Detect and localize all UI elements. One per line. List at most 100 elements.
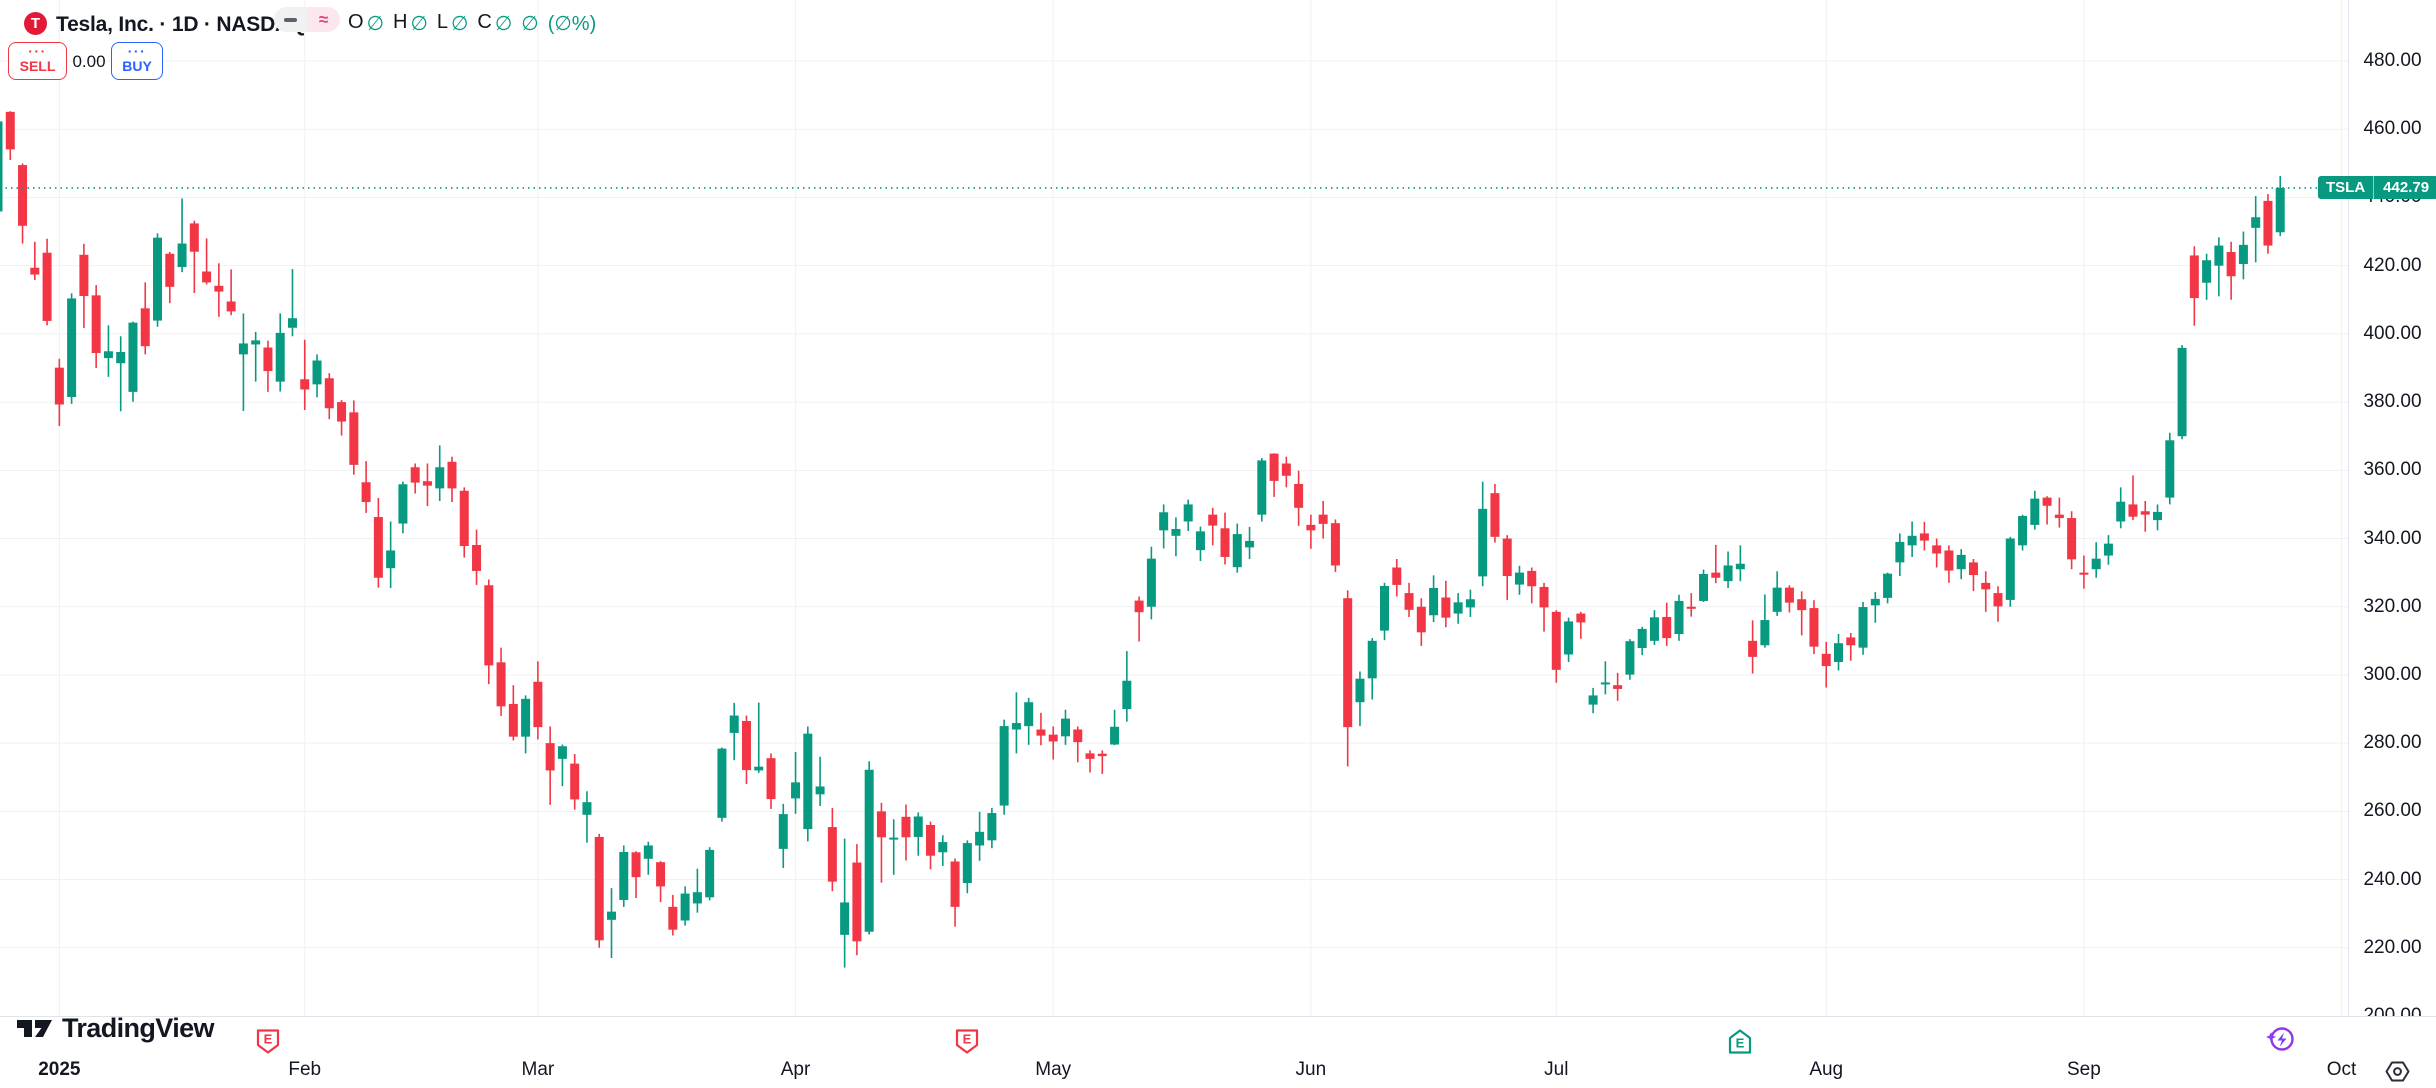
candlestick-chart[interactable] <box>0 0 2348 1016</box>
candle-body <box>619 851 629 901</box>
candle-body <box>1257 460 1267 515</box>
candle-body <box>1073 729 1083 743</box>
candle-body <box>1735 563 1745 570</box>
candle-body <box>1453 602 1463 614</box>
candle-body <box>1821 653 1831 667</box>
candle-body <box>1993 593 2003 607</box>
candle-body <box>1465 599 1475 608</box>
candle-body <box>2189 255 2199 299</box>
candle-body <box>1416 606 1426 633</box>
candle-body <box>1588 695 1598 705</box>
candle-body <box>177 243 187 268</box>
candle-body <box>827 827 837 882</box>
candle-body <box>754 766 764 771</box>
candle-body <box>1564 621 1574 655</box>
candle-body <box>778 814 788 849</box>
tradingview-logo-text: TradingView <box>62 1012 215 1043</box>
candle-body <box>42 252 52 321</box>
timezone-settings-icon[interactable] <box>2384 1060 2411 1083</box>
candle-body <box>1883 573 1893 598</box>
tradingview-mark-icon <box>17 1019 52 1037</box>
change-value: ∅ <box>521 13 539 35</box>
sell-button[interactable]: ··· SELL <box>8 42 67 80</box>
candle-body <box>1134 600 1144 613</box>
candle-body <box>803 733 813 830</box>
candle-body <box>2226 252 2236 277</box>
candle-body <box>582 802 592 815</box>
candle-body <box>1674 600 1684 635</box>
candle-body <box>18 165 28 226</box>
delayed-data-icon[interactable]: ≈ <box>307 7 340 32</box>
buy-menu-dots[interactable]: ··· <box>127 43 147 59</box>
candle-body <box>1122 680 1132 710</box>
candle-body <box>876 811 886 838</box>
candle-body <box>2079 572 2089 575</box>
market-status-pill[interactable]: ≈ <box>274 7 340 32</box>
candle-body <box>1748 640 1758 657</box>
time-axis[interactable]: TradingView 2025 Feb Mar Apr May Jun Jul Aug Sep… <box>0 1012 2436 1087</box>
candle-body <box>1784 587 1794 603</box>
earnings-down-icon[interactable]: E <box>255 1028 281 1055</box>
candle-body <box>962 843 972 883</box>
candle-body <box>2251 217 2261 228</box>
candle-body <box>938 842 948 853</box>
candle-body <box>2238 244 2248 264</box>
candle-body <box>1330 523 1340 566</box>
buy-button[interactable]: ··· BUY <box>111 42 163 80</box>
candle-body <box>398 484 408 524</box>
candle-body <box>153 237 163 321</box>
candle-body <box>656 862 666 887</box>
candle-body <box>1441 597 1451 618</box>
price-tick: 300.00 <box>2363 663 2422 685</box>
ohlc-field-L: L ∅ <box>436 11 469 35</box>
candle-body <box>2275 187 2285 233</box>
price-axis[interactable]: 480.00460.00440.00420.00400.00380.00360.… <box>2349 0 2436 1026</box>
candle-body <box>570 763 580 800</box>
svg-text:E: E <box>1736 1036 1745 1051</box>
candle-body <box>386 550 396 569</box>
candle-body <box>840 902 850 935</box>
time-tick-Jul: Jul <box>1544 1059 1569 1080</box>
price-tick: 480.00 <box>2363 50 2422 72</box>
candle-body <box>2263 200 2273 246</box>
candle-body <box>1968 562 1978 576</box>
candle-body <box>238 343 248 355</box>
candle-body <box>987 813 997 841</box>
candle-body <box>1146 558 1156 607</box>
candle-body <box>668 906 678 930</box>
candle-body <box>1183 504 1193 522</box>
candle-body <box>852 862 862 942</box>
candle-body <box>1245 540 1255 548</box>
candle-body <box>1956 554 1966 570</box>
candle-body <box>1048 734 1058 742</box>
candle-body <box>2177 347 2187 437</box>
candle-body <box>1551 611 1561 670</box>
candle-body <box>349 412 359 465</box>
candle-body <box>2067 518 2077 560</box>
candle-body <box>815 786 825 795</box>
sell-menu-dots[interactable]: ··· <box>28 43 47 59</box>
market-closed-icon[interactable] <box>274 7 307 32</box>
ai-insight-icon[interactable] <box>2265 1024 2296 1055</box>
candle-body <box>410 467 420 483</box>
candle-body <box>2030 498 2040 525</box>
candle-body <box>472 545 482 571</box>
candle-body <box>926 825 936 856</box>
ohlc-field-O: O ∅ <box>348 11 384 35</box>
candle-body <box>521 698 531 737</box>
earnings-down-icon[interactable]: E <box>954 1028 980 1055</box>
price-tick: 360.00 <box>2363 459 2422 481</box>
candle-body <box>1220 528 1230 557</box>
candle-body <box>692 892 702 904</box>
time-tick-Sep: Sep <box>2066 1059 2101 1080</box>
candle-body <box>680 893 690 921</box>
candle-body <box>1171 528 1181 536</box>
earnings-up-icon[interactable]: E <box>1727 1028 1753 1055</box>
candle-body <box>1539 586 1549 608</box>
symbol-title[interactable]: Tesla, Inc. · 1D · NASDAQ <box>56 13 307 36</box>
candle-body <box>2214 245 2224 266</box>
tradingview-logo[interactable]: TradingView <box>16 1012 215 1043</box>
candle-body <box>373 517 383 578</box>
candle-body <box>729 715 739 733</box>
candle-body <box>140 308 150 347</box>
